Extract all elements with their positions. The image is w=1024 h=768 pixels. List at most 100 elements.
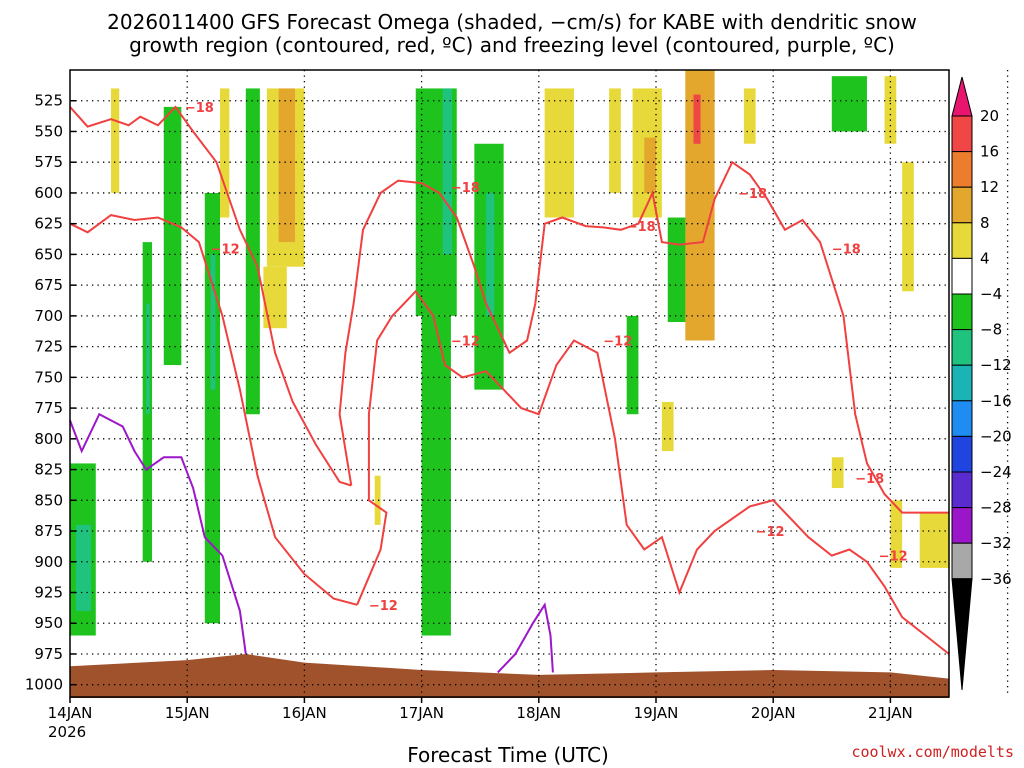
omega-shade-cell — [263, 266, 287, 329]
chart-title-line2: growth region (contoured, red, ºC) and f… — [129, 33, 895, 57]
dgz-contour-minus18-label: −18 — [832, 242, 861, 257]
colorbar-swatch — [951, 435, 973, 473]
omega-shade-cell — [111, 88, 120, 193]
omega-shade-cell — [442, 88, 453, 255]
colorbar-swatch — [951, 364, 973, 402]
dgz-contour-minus12-label: −12 — [756, 525, 785, 540]
x-axis-year-label: 2026 — [48, 723, 86, 741]
dgz-contour-minus12-label: −12 — [211, 242, 240, 257]
dgz-contour-minus18-label: −18 — [451, 181, 480, 196]
y-tick-label: 625 — [34, 215, 63, 233]
x-tick-label: 18JAN — [516, 704, 561, 722]
omega-shade-cell — [245, 88, 260, 415]
colorbar-swatch — [951, 115, 973, 153]
y-tick-label: 925 — [34, 584, 63, 602]
plot-area: −18 −18 −18 −18 −18 −18 −12 −12 −12 −12 −12 −12 — [69, 69, 1009, 698]
colorbar-label: −8 — [980, 321, 1002, 339]
y-tick-label: 800 — [34, 430, 63, 448]
credit-text: coolwx.com/modelts — [851, 743, 1014, 761]
omega-shade-cell — [693, 94, 701, 144]
colorbar-label: 16 — [980, 143, 999, 161]
terrain-surface — [70, 654, 949, 698]
dgz-contour-minus12-label: −12 — [603, 334, 632, 349]
y-tick-label: 750 — [34, 368, 63, 386]
colorbar-swatch — [951, 507, 973, 544]
dgz-contour-minus12-label: −12 — [369, 599, 398, 614]
y-tick-label: 825 — [34, 461, 63, 479]
omega-shade-cell — [421, 315, 451, 636]
y-tick-label: 650 — [34, 245, 63, 263]
dgz-contour-minus18 — [338, 179, 537, 486]
dgz-contour-minus12 — [356, 289, 950, 655]
y-tick-label: 525 — [34, 92, 63, 110]
colorbar-label: 12 — [980, 178, 999, 196]
omega-shade-cell — [146, 303, 150, 415]
y-tick-label: 600 — [34, 184, 63, 202]
dgz-contour-minus18-label: −18 — [738, 187, 767, 202]
omega-shade-cell — [890, 500, 903, 568]
colorbar-swatch — [951, 186, 973, 224]
colorbar-label: −24 — [980, 463, 1012, 481]
colorbar-label: −16 — [980, 392, 1012, 410]
omega-shade-cell — [609, 88, 621, 193]
y-tick-label: 850 — [34, 491, 63, 509]
y-tick-label: 675 — [34, 276, 63, 294]
x-tick-label: 20JAN — [751, 704, 796, 722]
colorbar-swatch — [951, 542, 973, 580]
omega-shade-cell — [884, 76, 897, 144]
dgz-contour-minus18-label: −18 — [855, 472, 884, 487]
y-tick-label: 950 — [34, 614, 63, 632]
x-tick-label: 19JAN — [634, 704, 679, 722]
omega-shade-cell — [75, 524, 92, 611]
dgz-contour-minus18 — [534, 160, 949, 514]
colorbar-top-arrow — [951, 76, 973, 117]
colorbar-label: −28 — [980, 499, 1012, 517]
colorbar-label: −32 — [980, 534, 1012, 552]
y-tick-label: 550 — [34, 122, 63, 140]
plot-frame — [69, 69, 950, 698]
dgz-contour-minus18 — [69, 105, 352, 487]
freezing-level-contour — [497, 602, 554, 674]
omega-shade-cell — [831, 76, 867, 132]
x-tick-label: 14JAN — [48, 704, 93, 722]
time-axis: 14JAN 15JAN 16JAN 17JAN 18JAN 19JAN 20JAN 21JAN — [48, 697, 913, 722]
colorbar-label: −36 — [980, 570, 1012, 588]
colorbar-swatch — [951, 257, 973, 295]
y-tick-label: 900 — [34, 553, 63, 571]
omega-shade-cell — [831, 457, 844, 488]
colorbar-label: 8 — [980, 214, 990, 232]
omega-shade-cell — [743, 88, 756, 144]
omega-shade-cell — [544, 88, 574, 218]
colorbar-bottom-arrow — [951, 578, 973, 691]
omega-shade-cell — [919, 512, 949, 568]
omega-shade-cell — [220, 88, 230, 218]
dgz-contour-minus18-label: −18 — [627, 220, 656, 235]
omega-shade-cell — [644, 137, 656, 193]
x-tick-label: 17JAN — [399, 704, 444, 722]
y-tick-label: 1000 — [25, 676, 63, 694]
x-tick-label: 21JAN — [868, 704, 913, 722]
y-tick-label: 975 — [34, 645, 63, 663]
omega-shade-cell — [902, 162, 914, 292]
y-tick-label: 875 — [34, 522, 63, 540]
dgz-contour-minus12 — [69, 214, 358, 606]
freezing-level-contour — [69, 412, 247, 655]
x-tick-label: 15JAN — [165, 704, 210, 722]
omega-shade-cell — [278, 88, 296, 243]
y-tick-label: 775 — [34, 399, 63, 417]
colorbar-swatch — [951, 293, 973, 331]
omega-shade-cell — [626, 315, 639, 415]
y-tick-label: 700 — [34, 307, 63, 325]
colorbar-swatch — [951, 471, 973, 509]
dgz-contour-minus12-label: −12 — [451, 334, 480, 349]
pressure-axis: 525 550 575 600 625 650 675 700 725 750 775 800 825 8… — [25, 92, 76, 694]
colorbar-swatch — [951, 329, 973, 366]
y-tick-label: 575 — [34, 153, 63, 171]
colorbar-label: 20 — [980, 107, 999, 125]
omega-colorbar: 20 16 12 8 4 −4 −8 −12 −16 −20 −24 −28 −32 −36 — [951, 76, 1012, 691]
x-axis-title: Forecast Time (UTC) — [407, 743, 609, 767]
omega-shade-cell — [486, 192, 495, 316]
colorbar-label: 4 — [980, 249, 990, 267]
dgz-contour-minus12-label: −12 — [879, 550, 908, 565]
